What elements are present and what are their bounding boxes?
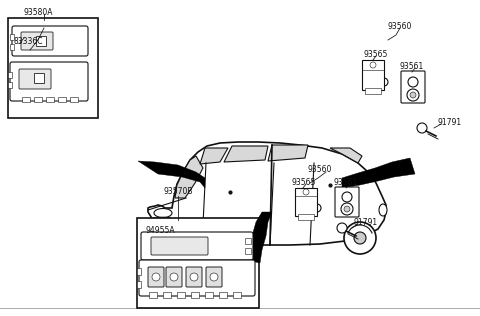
FancyBboxPatch shape [219,292,227,298]
FancyBboxPatch shape [10,44,14,50]
FancyBboxPatch shape [166,267,182,287]
Ellipse shape [155,217,171,223]
FancyBboxPatch shape [233,292,241,298]
FancyBboxPatch shape [335,187,359,217]
FancyBboxPatch shape [245,238,251,244]
Text: 93560: 93560 [388,22,412,31]
Circle shape [204,235,216,247]
FancyBboxPatch shape [8,72,12,78]
FancyBboxPatch shape [22,97,30,102]
Polygon shape [224,146,268,162]
FancyBboxPatch shape [401,71,425,103]
Polygon shape [175,156,203,198]
Circle shape [210,273,218,281]
Text: 93560: 93560 [308,165,332,174]
Circle shape [407,89,419,101]
FancyBboxPatch shape [163,292,171,298]
Text: 91791: 91791 [354,218,378,227]
Text: 93561: 93561 [400,62,424,71]
FancyBboxPatch shape [10,62,88,101]
FancyBboxPatch shape [362,60,384,90]
Circle shape [408,77,418,87]
Text: 93565: 93565 [291,178,315,187]
FancyBboxPatch shape [365,88,381,94]
Circle shape [337,223,347,233]
FancyBboxPatch shape [8,82,12,88]
FancyBboxPatch shape [10,34,14,40]
Circle shape [417,123,427,133]
FancyBboxPatch shape [141,232,253,260]
FancyBboxPatch shape [137,218,259,308]
FancyBboxPatch shape [36,36,46,46]
FancyBboxPatch shape [12,26,88,56]
Ellipse shape [154,209,172,217]
Text: 94955A: 94955A [145,226,175,235]
FancyBboxPatch shape [206,267,222,287]
Circle shape [410,92,416,98]
FancyBboxPatch shape [149,292,157,298]
Text: 83336C: 83336C [14,37,44,46]
Text: 93570B: 93570B [163,187,193,196]
FancyBboxPatch shape [191,292,199,298]
Polygon shape [200,148,228,164]
FancyBboxPatch shape [137,268,141,275]
Polygon shape [138,161,205,188]
FancyBboxPatch shape [148,267,164,287]
FancyBboxPatch shape [19,69,51,89]
FancyBboxPatch shape [21,32,53,50]
FancyBboxPatch shape [186,267,202,287]
Text: 93580A: 93580A [23,8,53,17]
Polygon shape [330,148,362,163]
FancyBboxPatch shape [177,292,185,298]
FancyBboxPatch shape [139,260,255,296]
Circle shape [170,273,178,281]
Text: 93565: 93565 [363,50,387,59]
FancyBboxPatch shape [34,73,44,83]
FancyBboxPatch shape [70,97,78,102]
FancyBboxPatch shape [298,214,314,220]
Circle shape [354,232,366,244]
Circle shape [194,225,226,257]
FancyBboxPatch shape [58,97,66,102]
Ellipse shape [379,204,387,216]
FancyBboxPatch shape [205,292,213,298]
FancyBboxPatch shape [46,97,54,102]
FancyBboxPatch shape [8,18,98,118]
Circle shape [344,206,350,212]
Circle shape [190,273,198,281]
Text: 93561: 93561 [334,178,358,187]
Circle shape [152,273,160,281]
Text: 91791: 91791 [437,118,461,127]
Circle shape [303,189,309,195]
Circle shape [341,203,353,215]
Circle shape [370,62,376,68]
Polygon shape [246,212,272,263]
Polygon shape [342,158,415,188]
FancyBboxPatch shape [34,97,42,102]
Circle shape [344,222,376,254]
Circle shape [342,192,352,202]
FancyBboxPatch shape [295,188,317,216]
Polygon shape [148,142,386,245]
FancyBboxPatch shape [245,248,251,254]
FancyBboxPatch shape [137,281,141,288]
Polygon shape [268,145,308,161]
FancyBboxPatch shape [151,237,208,255]
